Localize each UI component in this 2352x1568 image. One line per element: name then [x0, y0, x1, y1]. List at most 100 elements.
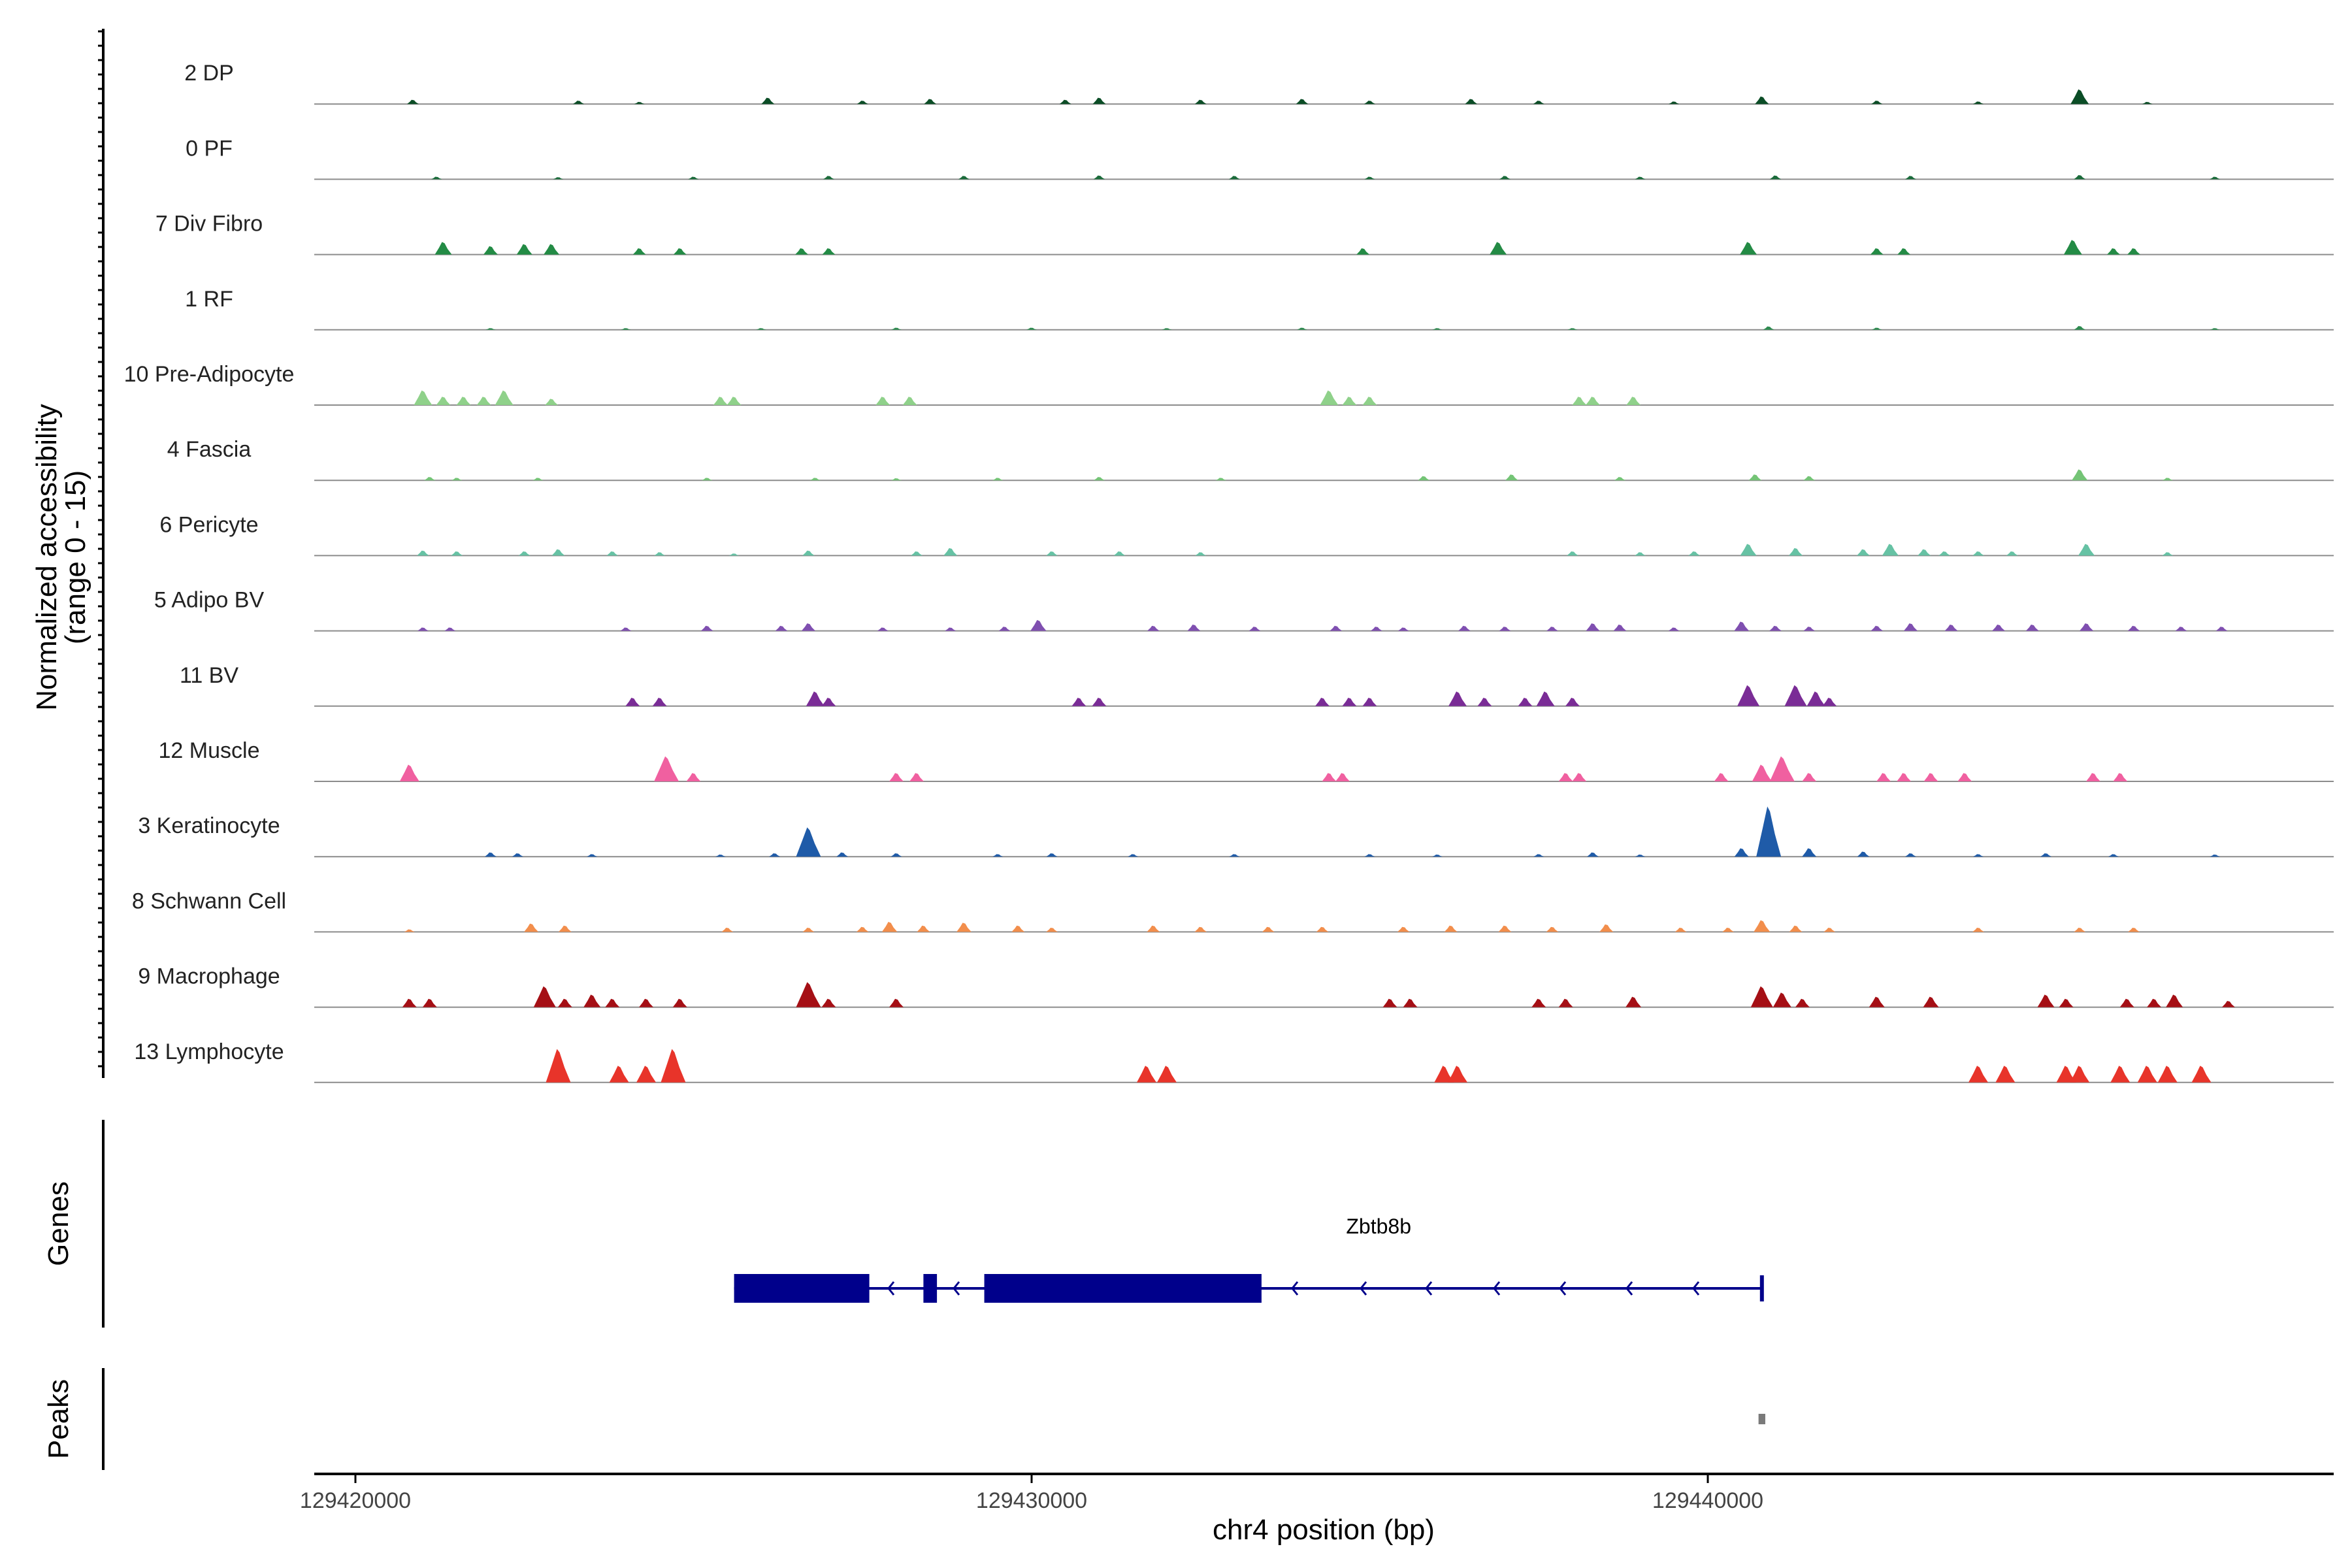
- x-tick-label: 129430000: [976, 1488, 1087, 1513]
- coverage-peak: [1740, 544, 1757, 556]
- track-label: 13 Lymphocyte: [134, 1039, 284, 1064]
- coverage-peak: [1093, 477, 1105, 481]
- coverage-peak: [1364, 101, 1376, 105]
- coverage-peak: [1769, 756, 1795, 781]
- strand-arrow: [953, 1281, 960, 1296]
- coverage-peak: [911, 551, 923, 556]
- coverage-peak: [456, 397, 471, 405]
- track-label: 12 Muscle: [159, 738, 260, 763]
- coverage-peak: [1558, 773, 1573, 781]
- coverage-peak: [889, 998, 904, 1007]
- coverage-peak: [1490, 242, 1507, 255]
- track-label: 7 Div Fibro: [155, 212, 263, 237]
- coverage-track: 7 Div Fibro: [155, 212, 2334, 255]
- coverage-peak: [1297, 327, 1307, 330]
- coverage-peak: [945, 627, 956, 631]
- coverage-peak: [1968, 1066, 1988, 1083]
- coverage-peak: [2157, 1066, 2178, 1083]
- coverage-peak: [1923, 996, 1939, 1007]
- coverage-peak: [406, 99, 419, 105]
- coverage-peak: [902, 397, 917, 405]
- coverage-peak: [728, 553, 740, 556]
- coverage-peak: [632, 248, 646, 255]
- coverage-peak: [551, 549, 565, 556]
- strand-arrow: [887, 1281, 895, 1296]
- coverage-peak: [2210, 855, 2221, 857]
- coverage-peak: [654, 756, 679, 781]
- coverage-peak: [1972, 551, 1984, 556]
- track-label: 10 Pre-Adipocyte: [124, 362, 295, 387]
- coverage-peak: [700, 625, 713, 631]
- coverage-peak: [1194, 926, 1207, 932]
- coverage-peak: [609, 1066, 629, 1083]
- coverage-peak: [1046, 853, 1058, 857]
- coverage-peak: [2119, 998, 2134, 1007]
- coverage-peak: [2113, 773, 2128, 781]
- coverage-peak: [1092, 698, 1107, 706]
- coverage-peak: [605, 998, 620, 1007]
- coverage-peak: [1714, 773, 1729, 781]
- coverage-track: 12 Muscle: [159, 738, 2334, 782]
- coverage-peak: [444, 627, 456, 631]
- coverage-peak: [606, 551, 619, 556]
- coverage-peak: [2085, 773, 2100, 781]
- coverage-peak: [727, 397, 742, 405]
- coverage-peak: [2070, 1066, 2090, 1083]
- coverage-peak: [1262, 926, 1275, 932]
- gene-exon: [734, 1274, 870, 1303]
- coverage-peak: [1734, 621, 1750, 631]
- strand-arrow: [1625, 1281, 1633, 1296]
- coverage-peak: [1342, 397, 1357, 405]
- coverage-peak: [495, 390, 514, 405]
- coverage-peak: [652, 698, 667, 706]
- coverage-peak: [518, 551, 531, 556]
- coverage-peak: [424, 477, 436, 481]
- coverage-peak: [1113, 551, 1126, 556]
- coverage-peak: [881, 922, 898, 932]
- coverage-peak: [715, 855, 726, 857]
- coverage-peak: [2107, 248, 2120, 255]
- strand-arrow: [1291, 1281, 1299, 1296]
- coverage-peak: [1822, 698, 1837, 706]
- coverage-peak: [1755, 96, 1769, 105]
- coverage-peak: [856, 926, 869, 932]
- coverage-peak: [1499, 176, 1511, 180]
- strand-arrow: [1360, 1281, 1367, 1296]
- coverage-peak: [1635, 176, 1646, 180]
- coverage-peak: [761, 97, 775, 105]
- coverage-peak: [2006, 551, 2018, 556]
- coverage-peak: [2074, 175, 2086, 180]
- coverage-peak: [857, 101, 868, 105]
- coverage-peak: [1536, 691, 1555, 706]
- coverage-tracks: 2 DP 0 PF 7 Div Fibro 1 RF 10 Pre-Adipocyte 4…: [124, 61, 2334, 1083]
- coverage-peak: [836, 852, 849, 857]
- y-axis-range-label: (range 0 - 15): [59, 470, 91, 645]
- coverage-peak: [877, 627, 889, 631]
- coverage-peak: [2147, 998, 2162, 1007]
- coverage-peak: [686, 773, 701, 781]
- coverage-track: 10 Pre-Adipocyte: [124, 362, 2334, 406]
- coverage-peak: [1587, 852, 1599, 857]
- x-axis-label: chr4 position (bp): [1213, 1514, 1435, 1546]
- coverage-peak: [1518, 698, 1533, 706]
- coverage-peak: [621, 328, 631, 330]
- coverage-peak: [2108, 854, 2119, 857]
- coverage-peak: [1330, 625, 1343, 631]
- coverage-peak: [544, 244, 560, 255]
- coverage-peak: [1857, 851, 1870, 857]
- coverage-peak: [1046, 551, 1058, 556]
- coverage-peak: [404, 929, 415, 932]
- track-label: 2 DP: [184, 61, 234, 86]
- coverage-peak: [1320, 390, 1339, 405]
- coverage-peak: [756, 328, 766, 330]
- coverage-peak: [2074, 928, 2086, 932]
- coverage-peak: [636, 1066, 657, 1083]
- coverage-peak: [1904, 853, 1917, 857]
- coverage-peak: [1011, 925, 1025, 932]
- coverage-peak: [1750, 986, 1773, 1007]
- track-label: 6 Pericyte: [159, 512, 258, 537]
- coverage-peak: [2127, 625, 2140, 631]
- coverage-peak: [1432, 328, 1443, 330]
- coverage-peak: [451, 478, 463, 481]
- coverage-peak: [2128, 928, 2140, 932]
